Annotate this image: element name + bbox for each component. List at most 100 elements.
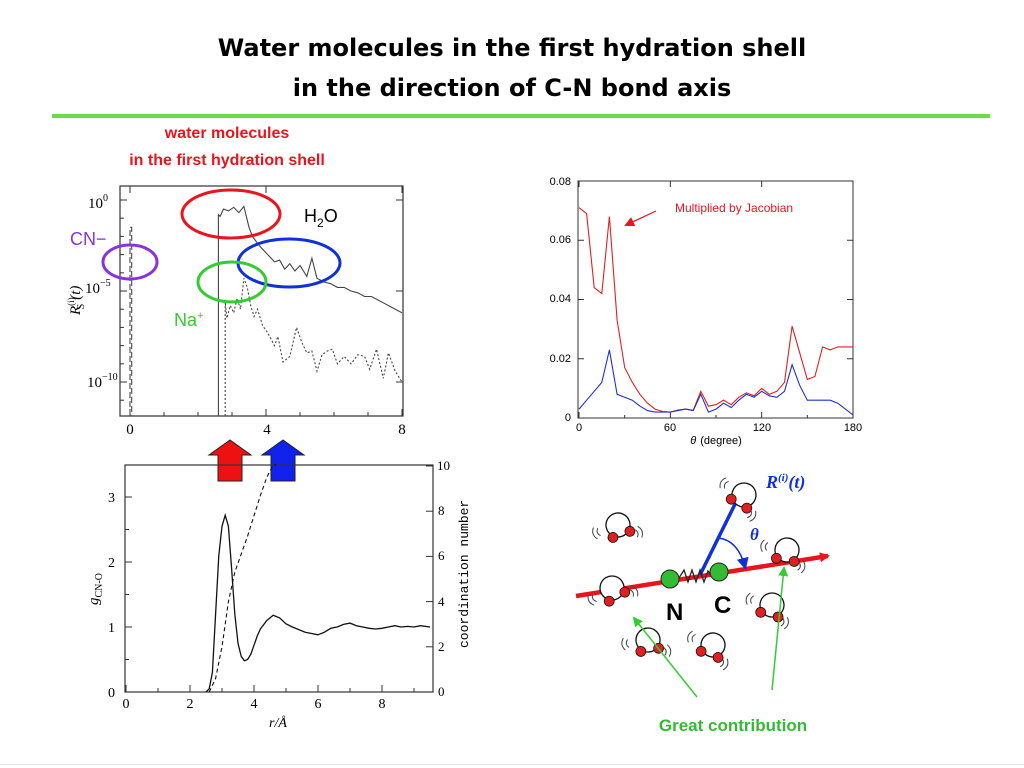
note-line-2: in the first hydration shell bbox=[129, 152, 325, 169]
plot-rdf-ticks bbox=[125, 465, 433, 693]
plot-rs-log: 0 4 8 100 10−5 10−10 R(i)S(t) H2O CN− Na… bbox=[66, 185, 406, 438]
jacobian-arrow bbox=[624, 210, 657, 227]
vibration-marks bbox=[746, 510, 757, 522]
plot-angular-lines bbox=[578, 207, 854, 416]
footer-divider bbox=[0, 764, 1024, 765]
rs-xtick-label: 4 bbox=[263, 422, 271, 438]
rdf-ytick-label: 0 bbox=[108, 686, 115, 701]
r-vector-arrow bbox=[698, 487, 744, 576]
rs-ytick-label: 10−10 bbox=[87, 372, 118, 391]
water-molecule bbox=[587, 575, 639, 607]
oxygen-atom bbox=[605, 512, 631, 538]
vibration-marks bbox=[634, 525, 643, 538]
angular-xtick-label: 60 bbox=[664, 422, 676, 434]
great-contribution-caption: Great contribution bbox=[659, 716, 807, 735]
angular-ytick-label: 0.04 bbox=[550, 293, 571, 305]
angular-ytick-label: 0.08 bbox=[550, 176, 571, 188]
rdf-xtick-label: 2 bbox=[187, 697, 194, 712]
hydrogen-atom bbox=[635, 646, 647, 657]
contribution-arrow-left bbox=[632, 616, 698, 698]
label-n: N bbox=[666, 599, 683, 626]
angular-ytick-label: 0 bbox=[565, 412, 571, 424]
oxygen-atom bbox=[599, 575, 625, 601]
oxygen-atom bbox=[759, 592, 785, 618]
angular-xtick-label: 0 bbox=[576, 422, 582, 434]
rs-xtick-label: 8 bbox=[398, 422, 406, 438]
green-ellipse bbox=[196, 260, 268, 304]
bond-spring bbox=[678, 567, 713, 585]
hydrogen-atom bbox=[741, 502, 753, 514]
water-molecule bbox=[719, 477, 757, 522]
blue-ellipse bbox=[236, 237, 342, 289]
rdf-xtick-label: 8 bbox=[379, 697, 386, 712]
angular-xtick-label: 180 bbox=[844, 422, 862, 434]
note-line-1: water molecules bbox=[164, 125, 290, 142]
rdf-ytick-label: 2 bbox=[108, 556, 115, 571]
carbon-atom bbox=[709, 562, 729, 582]
molecule-diagram: N C R(i)(t) θ Great contribution bbox=[575, 472, 830, 735]
red-up-arrow bbox=[207, 439, 253, 482]
oxygen-atom bbox=[731, 482, 757, 508]
rdf-y2tick-label: 6 bbox=[438, 548, 445, 563]
rs-ytick-label: 100 bbox=[88, 193, 108, 212]
rdf-xlabel: r/Å bbox=[269, 715, 287, 731]
rs-series-line bbox=[217, 205, 403, 416]
label-cn: CN− bbox=[70, 229, 107, 249]
link-arrows bbox=[207, 439, 306, 482]
angle-label: θ bbox=[750, 525, 759, 544]
rdf-y2tick-label: 8 bbox=[438, 503, 445, 518]
label-h2o: H2O bbox=[304, 206, 338, 230]
rdf-xtick-label: 4 bbox=[251, 697, 258, 712]
contribution-arrow-right bbox=[771, 566, 789, 691]
plot-rs-lines bbox=[129, 205, 403, 416]
plot-rdf: 0 1 2 3 0 2 4 6 8 0 2 4 6 8 10 gCN-O coo… bbox=[86, 458, 472, 731]
rdf-y2tick-label: 0 bbox=[438, 684, 445, 699]
plot-rs-ticks bbox=[120, 186, 403, 416]
purple-ellipse bbox=[101, 243, 159, 281]
angular-series-line bbox=[578, 349, 854, 416]
rdf-cn-line bbox=[208, 464, 277, 693]
vibration-marks bbox=[621, 638, 630, 651]
vibration-marks bbox=[663, 644, 672, 657]
angular-xtick-label: 120 bbox=[753, 422, 771, 434]
oxygen-atom bbox=[700, 632, 726, 658]
rdf-xtick-label: 0 bbox=[123, 697, 130, 712]
vibration-marks bbox=[719, 477, 729, 489]
plot-rdf-frame bbox=[124, 464, 434, 693]
hydrogen-atom bbox=[725, 493, 737, 505]
rdf-y2tick-label: 10 bbox=[437, 458, 450, 473]
red-ellipse bbox=[180, 188, 282, 240]
vibration-marks bbox=[797, 560, 806, 574]
plot-rdf-lines bbox=[205, 464, 431, 693]
rdf-y2label: coordination number bbox=[457, 500, 472, 648]
rs-xtick-label: 0 bbox=[126, 422, 134, 438]
vibration-marks bbox=[780, 617, 789, 630]
vibration-marks bbox=[745, 592, 754, 605]
rdf-xtick-label: 6 bbox=[315, 697, 322, 712]
plot-angular: 0 0.02 0.04 0.06 0.08 0 60 120 180 θ (deg… bbox=[550, 176, 863, 447]
vibration-marks bbox=[587, 594, 597, 606]
hydrogen-atom bbox=[603, 595, 615, 607]
angular-ytick-label: 0.02 bbox=[550, 353, 571, 365]
vibration-marks bbox=[760, 539, 769, 552]
blue-up-arrow bbox=[260, 439, 306, 482]
vibration-marks bbox=[687, 630, 696, 643]
rs-ylabel: R(i)S(t) bbox=[66, 286, 87, 316]
vector-label: R(i)(t) bbox=[765, 472, 805, 493]
rdf-ylabel: gCN-O bbox=[86, 573, 105, 605]
rs-ytick-label: 10−5 bbox=[85, 278, 111, 297]
hydration-shell-note: water molecules in the first hydration s… bbox=[96, 120, 358, 174]
nitrogen-atom bbox=[660, 569, 680, 589]
title-divider bbox=[52, 114, 990, 118]
water-molecule bbox=[592, 512, 643, 543]
plot-rs-frame bbox=[119, 185, 404, 417]
plot-angular-frame bbox=[577, 180, 854, 419]
vibration-marks bbox=[719, 658, 729, 671]
title-line-2: in the direction of C-N bond axis bbox=[292, 74, 732, 102]
hydrogen-atom bbox=[755, 606, 767, 618]
water-molecules bbox=[587, 477, 806, 671]
rdf-ytick-label: 1 bbox=[108, 621, 115, 636]
rs-series-line bbox=[129, 226, 133, 416]
label-c: C bbox=[714, 592, 731, 619]
